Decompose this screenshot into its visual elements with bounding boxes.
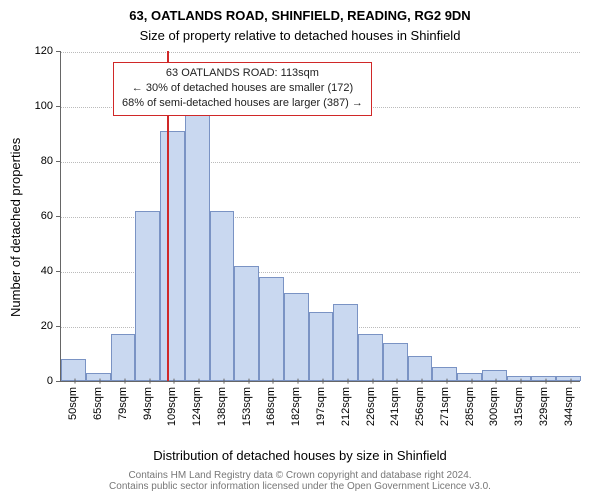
x-tick: 315sqm (513, 381, 525, 426)
annotation-line-2: ← 30% of detached houses are smaller (17… (122, 81, 363, 96)
histogram-bar (135, 211, 160, 382)
footer-line-1: Contains HM Land Registry data © Crown c… (0, 470, 600, 481)
x-tick: 329sqm (538, 381, 550, 426)
histogram-bar (259, 277, 284, 382)
histogram-bar (383, 343, 408, 382)
y-tick: 60 (41, 210, 61, 222)
y-tick: 20 (41, 320, 61, 332)
histogram-bar (86, 373, 111, 381)
histogram-bar (111, 334, 136, 381)
x-tick: 241sqm (389, 381, 401, 426)
x-tick: 256sqm (414, 381, 426, 426)
x-tick: 182sqm (290, 381, 302, 426)
annotation-box: 63 OATLANDS ROAD: 113sqm ← 30% of detach… (113, 62, 372, 116)
x-tick: 300sqm (488, 381, 500, 426)
histogram-bar (408, 356, 433, 381)
x-tick: 109sqm (166, 381, 178, 426)
y-tick: 100 (35, 100, 61, 112)
x-tick: 168sqm (265, 381, 277, 426)
y-tick: 0 (47, 375, 61, 387)
x-tick: 79sqm (117, 381, 129, 420)
histogram-bar (482, 370, 507, 381)
y-axis-label: Number of detached properties (8, 138, 23, 317)
x-tick: 94sqm (142, 381, 154, 420)
x-tick: 50sqm (67, 381, 79, 420)
histogram-bar (333, 304, 358, 381)
histogram-bar (309, 312, 334, 381)
y-tick: 80 (41, 155, 61, 167)
histogram-bar (432, 367, 457, 381)
y-tick: 40 (41, 265, 61, 277)
title-line-1: 63, OATLANDS ROAD, SHINFIELD, READING, R… (0, 8, 600, 23)
footer-line-2: Contains public sector information licen… (0, 481, 600, 492)
x-tick: 212sqm (340, 381, 352, 426)
annotation-line-1: 63 OATLANDS ROAD: 113sqm (122, 66, 363, 81)
histogram-bar (358, 334, 383, 381)
gridline (61, 52, 580, 53)
x-tick: 138sqm (216, 381, 228, 426)
x-axis-label: Distribution of detached houses by size … (0, 448, 600, 463)
histogram-bar (160, 131, 185, 381)
x-tick: 124sqm (191, 381, 203, 426)
x-tick: 344sqm (563, 381, 575, 426)
histogram-bar (284, 293, 309, 381)
chart-container: 63, OATLANDS ROAD, SHINFIELD, READING, R… (0, 0, 600, 500)
histogram-bar (457, 373, 482, 381)
histogram-bar (61, 359, 86, 381)
x-tick: 271sqm (439, 381, 451, 426)
histogram-bar (234, 266, 259, 382)
title-line-2: Size of property relative to detached ho… (0, 28, 600, 43)
gridline (61, 162, 580, 163)
x-tick: 197sqm (315, 381, 327, 426)
plot-area: 02040608010012050sqm65sqm79sqm94sqm109sq… (60, 52, 580, 382)
histogram-bar (210, 211, 235, 382)
histogram-bar (185, 112, 210, 382)
footer-attribution: Contains HM Land Registry data © Crown c… (0, 470, 600, 492)
x-tick: 226sqm (365, 381, 377, 426)
x-tick: 285sqm (464, 381, 476, 426)
y-tick: 120 (35, 45, 61, 57)
annotation-line-3: 68% of semi-detached houses are larger (… (122, 96, 363, 111)
x-tick: 65sqm (92, 381, 104, 420)
x-tick: 153sqm (241, 381, 253, 426)
